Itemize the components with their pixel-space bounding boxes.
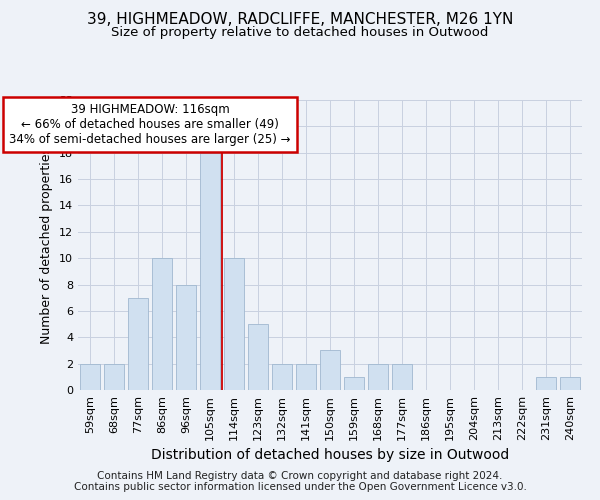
Bar xyxy=(104,364,124,390)
Bar xyxy=(560,377,580,390)
Y-axis label: Number of detached properties: Number of detached properties xyxy=(40,146,53,344)
Bar xyxy=(392,364,412,390)
Bar xyxy=(224,258,244,390)
Text: Contains HM Land Registry data © Crown copyright and database right 2024.
Contai: Contains HM Land Registry data © Crown c… xyxy=(74,471,526,492)
Bar xyxy=(368,364,388,390)
Bar xyxy=(296,364,316,390)
Text: Size of property relative to detached houses in Outwood: Size of property relative to detached ho… xyxy=(112,26,488,39)
Bar xyxy=(80,364,100,390)
Bar xyxy=(248,324,268,390)
Bar xyxy=(128,298,148,390)
Bar xyxy=(320,350,340,390)
Text: 39 HIGHMEADOW: 116sqm
← 66% of detached houses are smaller (49)
34% of semi-deta: 39 HIGHMEADOW: 116sqm ← 66% of detached … xyxy=(9,102,291,146)
Bar xyxy=(200,152,220,390)
Text: 39, HIGHMEADOW, RADCLIFFE, MANCHESTER, M26 1YN: 39, HIGHMEADOW, RADCLIFFE, MANCHESTER, M… xyxy=(87,12,513,28)
Bar xyxy=(344,377,364,390)
Bar xyxy=(272,364,292,390)
X-axis label: Distribution of detached houses by size in Outwood: Distribution of detached houses by size … xyxy=(151,448,509,462)
Bar xyxy=(152,258,172,390)
Bar xyxy=(536,377,556,390)
Bar xyxy=(176,284,196,390)
